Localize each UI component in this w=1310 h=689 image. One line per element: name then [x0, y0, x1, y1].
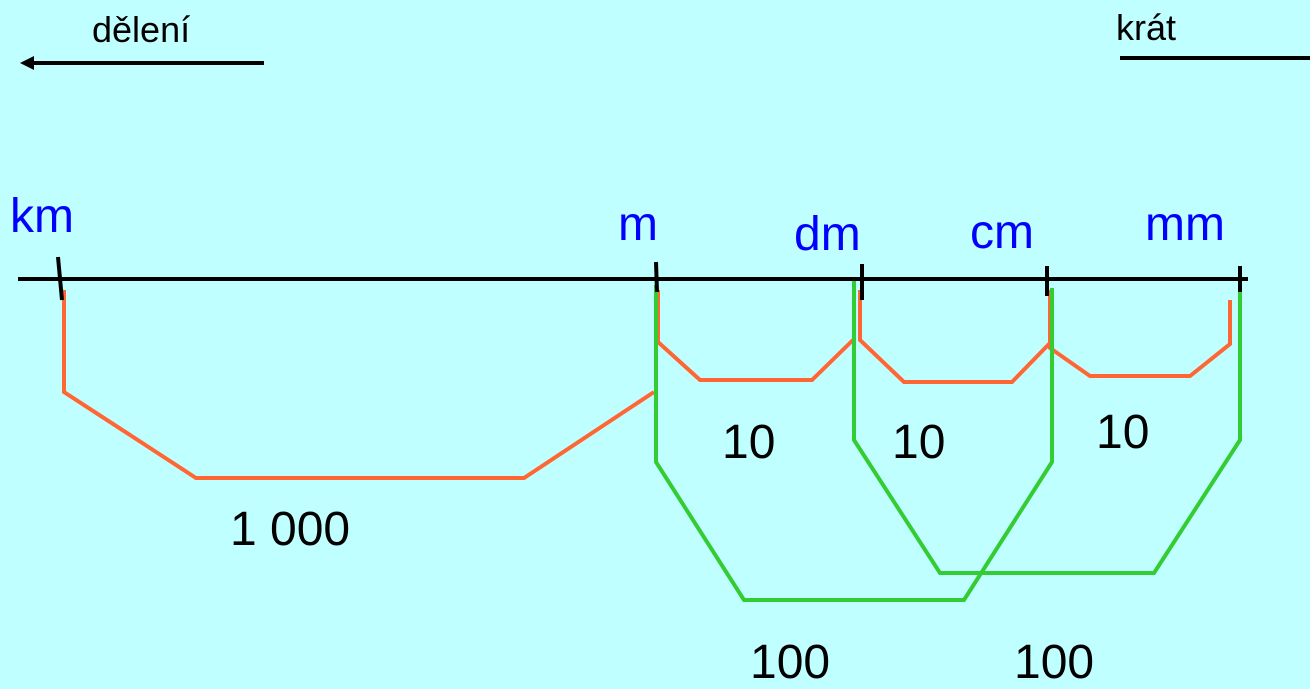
unit-label-mm: mm	[1145, 198, 1225, 251]
unit-label-cm: cm	[970, 206, 1034, 259]
bracket-m-cm	[654, 285, 1054, 602]
bracket-km-m	[62, 290, 656, 480]
factor-m-cm: 100	[750, 636, 830, 689]
factor-m-dm: 10	[722, 416, 775, 469]
bracket-m-dm	[656, 290, 855, 382]
unit-label-m: m	[618, 198, 658, 251]
divide-arrow	[20, 56, 264, 70]
unit-label-dm: dm	[794, 208, 861, 261]
factor-dm-cm: 10	[892, 416, 945, 469]
divide-label: dělení	[92, 9, 190, 50]
bracket-dm-mm	[852, 278, 1242, 575]
tick-km	[56, 256, 64, 301]
multiply-label: krát	[1116, 7, 1176, 48]
unit-label-km: km	[10, 190, 74, 243]
tick-m	[654, 261, 659, 293]
factor-dm-mm: 100	[1014, 636, 1094, 689]
bracket-dm-cm	[858, 290, 1052, 384]
factor-km-m: 1 000	[230, 503, 350, 556]
factor-cm-mm: 10	[1096, 406, 1149, 459]
bracket-cm-mm	[1048, 290, 1232, 378]
